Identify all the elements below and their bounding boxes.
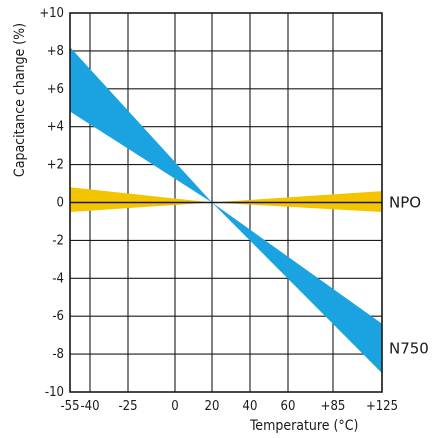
y-tick-label: -4 (52, 271, 64, 286)
plot-border (69, 12, 383, 393)
y-tick-label: +2 (47, 158, 64, 173)
y-tick-label: -10 (45, 385, 64, 400)
y-tick-labels: +10 +8 +6 +4 +2 0 -2 -4 -6 -8 -10 (39, 6, 64, 400)
y-tick-label: -2 (52, 233, 64, 248)
series-label-npo: NPO (389, 194, 421, 212)
x-tick-label: -25 (118, 399, 137, 414)
x-axis-title: Temperature (°C) (249, 418, 358, 434)
x-tick-labels: -55 -40 -25 0 20 40 60 +85 +125 (60, 399, 398, 414)
y-tick-label: +10 (39, 6, 64, 21)
y-tick-label: -6 (52, 309, 64, 324)
band-npo (70, 187, 382, 212)
series-labels: NPO N750 (389, 194, 429, 358)
y-tick-label: 0 (57, 196, 64, 211)
x-tick-label: 0 (171, 399, 178, 414)
y-tick-label: +4 (47, 120, 64, 135)
x-tick-label: 60 (281, 399, 296, 414)
x-tick-label: +125 (366, 399, 398, 414)
series-label-n750: N750 (389, 339, 429, 357)
x-tick-label: -40 (80, 399, 99, 414)
bands (69, 12, 383, 393)
y-axis-title: Capacitance change (%) (12, 23, 28, 177)
y-tick-label: +8 (47, 44, 64, 59)
x-tick-label: 20 (205, 399, 220, 414)
x-tick-label: -55 (60, 399, 79, 414)
y-tick-label: +6 (47, 82, 64, 97)
y-tick-label: -8 (52, 347, 64, 362)
band-n750 (70, 47, 382, 374)
x-tick-label: 40 (243, 399, 258, 414)
x-tick-label: +85 (321, 399, 346, 414)
